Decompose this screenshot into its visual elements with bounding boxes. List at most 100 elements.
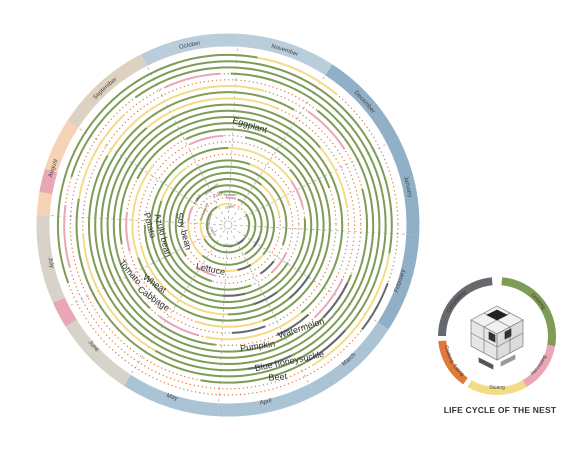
month-band-november bbox=[237, 33, 333, 76]
month-ring bbox=[36, 33, 420, 417]
storage-dots-ring bbox=[69, 66, 387, 384]
center-label: Crop bbox=[223, 243, 233, 248]
growing-arc bbox=[205, 205, 251, 248]
sowing-arc bbox=[271, 251, 288, 273]
storage-dots-ring bbox=[106, 103, 350, 347]
sowing-arc bbox=[158, 315, 199, 337]
month-label-april: April bbox=[259, 398, 272, 406]
lifecycle-stage-storing: Storing bbox=[489, 384, 506, 391]
nest-building-icon bbox=[470, 305, 524, 370]
harvesting-arc bbox=[131, 165, 154, 259]
composting-arc bbox=[222, 292, 246, 297]
lifecycle-stage-arc bbox=[438, 277, 493, 337]
inner-crop-label: Radish bbox=[193, 194, 202, 206]
storage-dots-ring bbox=[88, 85, 368, 365]
composting-arc bbox=[288, 275, 310, 299]
growing-arc bbox=[94, 91, 353, 359]
harvesting-arc bbox=[206, 311, 303, 341]
grid-spoke bbox=[233, 143, 387, 223]
inner-crop-label: Spinach bbox=[224, 193, 237, 197]
composting-arc bbox=[237, 263, 252, 271]
growing-arc bbox=[154, 109, 375, 372]
grid-spoke bbox=[231, 75, 326, 221]
lifecycle-stage-arc bbox=[501, 277, 556, 347]
composting-arc bbox=[237, 239, 244, 245]
month-label-january: January bbox=[402, 176, 412, 198]
growing-arc bbox=[150, 147, 307, 303]
month-band-september bbox=[67, 54, 148, 128]
lifecycle-stage-arc bbox=[467, 380, 527, 395]
growing-arc bbox=[119, 116, 331, 244]
harvesting-arc bbox=[82, 235, 156, 352]
growing-arc bbox=[136, 122, 331, 322]
growing-arc bbox=[203, 198, 257, 254]
growing-arc bbox=[137, 128, 325, 322]
growing-arc bbox=[168, 165, 288, 283]
harvesting-arc bbox=[319, 146, 349, 209]
sowing-arc bbox=[195, 265, 215, 277]
composting-arc bbox=[248, 354, 293, 370]
month-band-january bbox=[387, 138, 420, 236]
harvesting-arc bbox=[199, 207, 207, 240]
harvesting-arc bbox=[145, 97, 278, 129]
growing-arc bbox=[174, 171, 263, 258]
growing-arc bbox=[88, 155, 368, 365]
growing-arc bbox=[227, 136, 319, 316]
inner-crop-label: Komatsuna bbox=[199, 202, 209, 220]
month-label-july: July bbox=[46, 257, 54, 269]
grid-spoke bbox=[78, 127, 224, 222]
inner-crop-label: Garlic bbox=[225, 204, 235, 210]
growing-arc bbox=[162, 159, 252, 291]
sowing-arc bbox=[63, 204, 71, 268]
composting-arc bbox=[231, 325, 266, 334]
growing-arc bbox=[106, 103, 321, 346]
growing-arc bbox=[195, 184, 269, 266]
composting-arc bbox=[306, 329, 346, 363]
storage-dots-ring bbox=[57, 54, 399, 396]
month-band-may bbox=[123, 374, 219, 417]
growing-arc bbox=[100, 127, 294, 353]
crop-rings bbox=[57, 54, 399, 396]
grid-spoke bbox=[230, 230, 310, 384]
inner-crop-label: Onion bbox=[213, 192, 223, 199]
inner-crop-label: Carrot bbox=[209, 226, 217, 237]
crop-label-pumpkin: Pumpkin bbox=[240, 339, 276, 354]
month-band-august bbox=[36, 120, 79, 216]
month-band-accent bbox=[53, 297, 77, 327]
composting-arc bbox=[260, 260, 275, 275]
lifecycle-stage-arc bbox=[438, 340, 468, 385]
sowing-arc bbox=[290, 180, 305, 208]
sowing-arc bbox=[125, 212, 131, 252]
grid-spoke bbox=[146, 66, 226, 220]
growing-arc bbox=[181, 178, 275, 256]
composting-arc bbox=[322, 282, 349, 318]
month-label-may: May bbox=[166, 393, 179, 402]
composting-arc bbox=[252, 237, 261, 248]
month-band-october bbox=[141, 33, 239, 66]
sowing-arc bbox=[163, 72, 221, 89]
growing-arc bbox=[134, 66, 387, 384]
inner-crop-label: Cucumber bbox=[206, 213, 213, 231]
harvesting-arc bbox=[216, 202, 231, 208]
lifecycle-caption: LIFE CYCLE OF THE NEST bbox=[443, 405, 557, 415]
harvesting-arc bbox=[77, 113, 126, 199]
grid-spoke bbox=[228, 47, 238, 220]
harvesting-arc bbox=[311, 253, 391, 367]
harvesting-arc bbox=[139, 244, 229, 316]
radial-grid bbox=[50, 47, 406, 403]
sowing-arc bbox=[189, 134, 224, 145]
storage-dots-ring bbox=[75, 72, 381, 378]
grid-spoke bbox=[232, 228, 378, 323]
month-band-accent bbox=[39, 169, 58, 195]
grid-spoke bbox=[50, 215, 223, 225]
month-band-february bbox=[377, 234, 420, 330]
harvesting-arc bbox=[249, 163, 291, 207]
sowing-arc bbox=[313, 278, 344, 319]
harvesting-arc bbox=[160, 166, 187, 202]
center-point bbox=[223, 220, 233, 230]
growing-arc bbox=[70, 60, 393, 254]
harvesting-arc bbox=[257, 56, 338, 96]
sowing-arc bbox=[187, 206, 194, 222]
month-label-august: August bbox=[48, 158, 60, 178]
